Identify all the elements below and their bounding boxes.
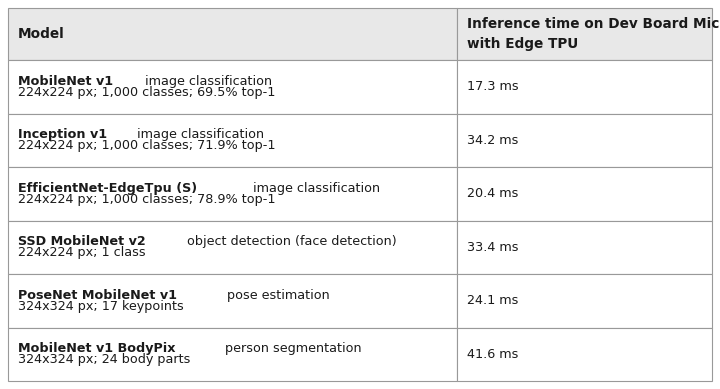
Text: Model: Model	[18, 27, 65, 41]
Text: 17.3 ms: 17.3 ms	[467, 80, 519, 93]
Bar	[457, 8, 712, 60]
Bar	[8, 221, 457, 274]
Text: object detection (face detection): object detection (face detection)	[183, 235, 397, 248]
Bar	[457, 114, 712, 167]
Text: PoseNet MobileNet v1: PoseNet MobileNet v1	[18, 289, 177, 301]
Bar	[8, 274, 457, 328]
Text: 24.1 ms: 24.1 ms	[467, 294, 518, 307]
Text: image classification: image classification	[140, 75, 272, 88]
Text: image classification: image classification	[249, 182, 380, 194]
Bar	[8, 114, 457, 167]
Text: 20.4 ms: 20.4 ms	[467, 187, 518, 200]
Text: image classification: image classification	[133, 128, 264, 141]
Bar	[457, 274, 712, 328]
Text: 33.4 ms: 33.4 ms	[467, 241, 518, 254]
Bar	[457, 60, 712, 114]
Text: 324x324 px; 17 keypoints: 324x324 px; 17 keypoints	[18, 300, 184, 313]
Text: EfficientNet-EdgeTpu (S): EfficientNet-EdgeTpu (S)	[18, 182, 197, 194]
Text: MobileNet v1 BodyPix: MobileNet v1 BodyPix	[18, 342, 176, 355]
Text: 34.2 ms: 34.2 ms	[467, 134, 518, 147]
Text: 224x224 px; 1,000 classes; 78.9% top-1: 224x224 px; 1,000 classes; 78.9% top-1	[18, 193, 276, 206]
Bar	[457, 328, 712, 381]
Bar	[457, 167, 712, 221]
Text: MobileNet v1: MobileNet v1	[18, 75, 113, 88]
Bar	[8, 167, 457, 221]
Text: SSD MobileNet v2: SSD MobileNet v2	[18, 235, 145, 248]
Text: 224x224 px; 1,000 classes; 69.5% top-1: 224x224 px; 1,000 classes; 69.5% top-1	[18, 86, 275, 99]
Bar	[8, 328, 457, 381]
Bar	[8, 60, 457, 114]
Text: Inception v1: Inception v1	[18, 128, 107, 141]
Text: 324x324 px; 24 body parts: 324x324 px; 24 body parts	[18, 353, 190, 366]
Text: 224x224 px; 1,000 classes; 71.9% top-1: 224x224 px; 1,000 classes; 71.9% top-1	[18, 139, 276, 152]
Text: Inference time on Dev Board Micro
with Edge TPU: Inference time on Dev Board Micro with E…	[467, 17, 720, 51]
Bar	[457, 221, 712, 274]
Text: pose estimation: pose estimation	[223, 289, 330, 301]
Text: 224x224 px; 1 class: 224x224 px; 1 class	[18, 246, 145, 259]
Text: person segmentation: person segmentation	[221, 342, 362, 355]
Text: 41.6 ms: 41.6 ms	[467, 348, 518, 361]
Bar	[8, 8, 457, 60]
